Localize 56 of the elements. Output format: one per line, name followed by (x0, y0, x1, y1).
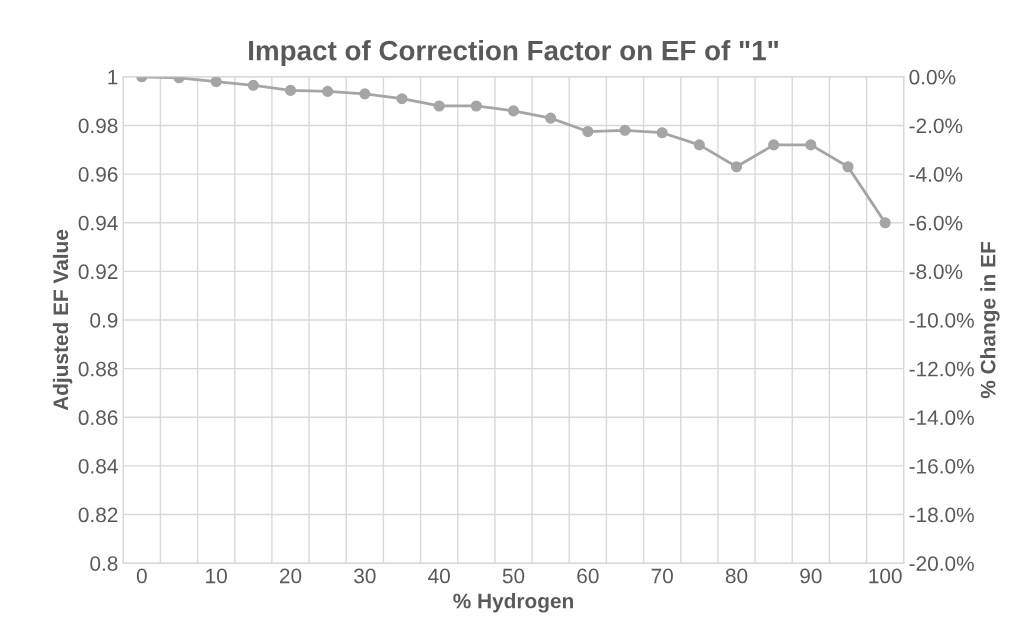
chart-title: Impact of Correction Factor on EF of "1" (249, 40, 778, 66)
point (396, 93, 408, 105)
x-tick-label: 70 (651, 568, 673, 584)
x-tick-label: 60 (577, 568, 599, 584)
point (359, 88, 371, 100)
y2-tick-label: -8.0% (909, 264, 963, 280)
point (545, 112, 557, 124)
point (470, 100, 482, 112)
y2-tick-label: -4.0% (909, 167, 963, 182)
y2-tick-label: -2.0% (909, 118, 963, 134)
point (656, 127, 668, 139)
x-tick-label: 100 (869, 568, 902, 584)
y-tick-label: 0.96 (78, 167, 118, 182)
y-tick-label: 0.82 (78, 507, 118, 523)
y-tick-label: 0.98 (78, 118, 118, 134)
y-tick-label: 0.86 (78, 410, 118, 426)
point (842, 161, 854, 173)
point (507, 105, 520, 117)
point (210, 76, 222, 88)
point (247, 79, 259, 91)
point (879, 217, 891, 229)
y-tick-label: 0.9 (90, 313, 118, 328)
point (730, 161, 743, 173)
point (693, 139, 705, 151)
x-tick-label: 0 (136, 568, 147, 584)
point (322, 85, 334, 97)
y2-axis-title: % Change in EF (980, 242, 1000, 399)
y-tick-label: 0.88 (78, 361, 118, 377)
x-tick-label: 10 (206, 568, 227, 584)
x-tick-label: 90 (800, 568, 822, 584)
y2-tick-label: -14.0% (909, 410, 974, 426)
y2-tick-label: -6.0% (909, 215, 963, 231)
y2-tick-label: 0.0% (909, 69, 956, 85)
point (284, 84, 297, 96)
y2-tick-label: -18.0% (909, 507, 974, 523)
point (768, 139, 780, 151)
y-tick-label: 0.8 (90, 556, 118, 571)
x-tick-label: 30 (354, 568, 376, 584)
y2-tick-label: -16.0% (909, 458, 974, 474)
x-tick-label: 50 (502, 568, 525, 584)
x-tick-label: 20 (279, 568, 302, 584)
y-tick-label: 0.84 (78, 458, 118, 474)
x-axis-title: % Hydrogen (453, 593, 573, 613)
y2-tick-label: -10.0% (909, 313, 974, 328)
x-tick-label: 40 (428, 568, 450, 584)
y2-tick-label: -12.0% (909, 361, 974, 377)
y-tick-label: 1 (108, 70, 118, 85)
point (582, 125, 594, 138)
y-tick-label: 0.92 (78, 264, 118, 280)
point (433, 100, 445, 112)
y-tick-label: 0.94 (78, 215, 118, 231)
point (805, 139, 817, 151)
x-tick-label: 80 (725, 568, 748, 584)
point (619, 124, 631, 136)
y2-tick-label: -20.0% (909, 556, 974, 571)
y-axis-title: Adjusted EF Value (52, 229, 73, 411)
